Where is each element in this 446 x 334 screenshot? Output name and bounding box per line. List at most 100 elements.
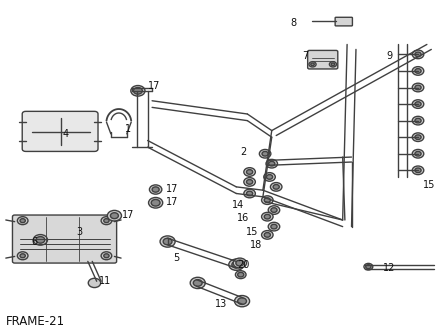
Circle shape — [244, 168, 256, 176]
Circle shape — [17, 252, 28, 260]
FancyBboxPatch shape — [22, 111, 98, 151]
Circle shape — [412, 149, 424, 158]
Circle shape — [107, 210, 121, 221]
Circle shape — [233, 258, 247, 268]
Text: 2: 2 — [240, 147, 246, 157]
Circle shape — [133, 88, 142, 94]
Text: FRAME-21: FRAME-21 — [6, 315, 65, 328]
Text: 18: 18 — [250, 240, 262, 250]
Circle shape — [244, 189, 256, 198]
Circle shape — [268, 161, 275, 166]
Circle shape — [193, 280, 202, 286]
Circle shape — [412, 133, 424, 142]
Circle shape — [259, 149, 271, 158]
Circle shape — [238, 272, 244, 277]
Text: 3: 3 — [76, 226, 82, 236]
Circle shape — [412, 116, 424, 125]
Circle shape — [415, 52, 421, 57]
Circle shape — [330, 62, 336, 67]
Circle shape — [415, 68, 421, 73]
Text: 5: 5 — [173, 253, 180, 263]
Circle shape — [232, 262, 241, 268]
FancyBboxPatch shape — [308, 50, 338, 69]
Circle shape — [412, 83, 424, 92]
Circle shape — [247, 191, 253, 196]
Circle shape — [17, 217, 28, 225]
Circle shape — [412, 166, 424, 175]
Circle shape — [331, 63, 334, 66]
Circle shape — [271, 224, 277, 229]
Text: 8: 8 — [291, 18, 297, 28]
Circle shape — [238, 298, 247, 305]
Circle shape — [415, 85, 421, 90]
Circle shape — [131, 86, 145, 96]
Circle shape — [261, 230, 273, 239]
Circle shape — [247, 170, 253, 174]
Circle shape — [20, 254, 25, 258]
Circle shape — [190, 277, 205, 289]
Circle shape — [309, 62, 316, 67]
Circle shape — [235, 271, 246, 279]
Circle shape — [262, 151, 268, 156]
Circle shape — [273, 185, 279, 189]
Circle shape — [264, 214, 270, 219]
Circle shape — [366, 265, 371, 269]
Circle shape — [247, 180, 253, 184]
Circle shape — [264, 232, 270, 237]
Circle shape — [101, 252, 112, 260]
FancyBboxPatch shape — [335, 17, 352, 26]
Circle shape — [415, 135, 421, 140]
Text: 16: 16 — [237, 213, 249, 223]
Circle shape — [229, 259, 244, 270]
Text: 12: 12 — [383, 263, 396, 273]
Circle shape — [261, 212, 273, 221]
Circle shape — [264, 173, 275, 181]
Circle shape — [364, 264, 373, 270]
Circle shape — [266, 159, 277, 168]
Circle shape — [268, 206, 280, 214]
Circle shape — [36, 236, 45, 243]
Circle shape — [266, 175, 273, 179]
Circle shape — [33, 234, 47, 245]
Circle shape — [111, 213, 118, 219]
Text: 11: 11 — [99, 276, 112, 286]
Text: 20: 20 — [237, 260, 249, 270]
Text: 15: 15 — [246, 226, 258, 236]
Circle shape — [163, 238, 172, 245]
Text: 14: 14 — [232, 200, 245, 210]
Circle shape — [271, 208, 277, 212]
Text: 4: 4 — [62, 129, 69, 139]
Circle shape — [268, 222, 280, 231]
Text: 15: 15 — [423, 180, 435, 190]
Circle shape — [104, 254, 109, 258]
Circle shape — [235, 296, 250, 307]
Text: 17: 17 — [148, 81, 161, 91]
Circle shape — [412, 100, 424, 108]
Circle shape — [160, 236, 175, 247]
Circle shape — [415, 151, 421, 156]
Text: 9: 9 — [386, 51, 392, 61]
Circle shape — [149, 197, 163, 208]
Circle shape — [415, 102, 421, 107]
Circle shape — [152, 187, 159, 192]
Text: 6: 6 — [32, 236, 38, 246]
FancyBboxPatch shape — [12, 215, 116, 263]
Circle shape — [104, 219, 109, 223]
Circle shape — [412, 67, 424, 75]
Text: 17: 17 — [166, 183, 178, 193]
Text: 17: 17 — [121, 210, 134, 220]
Circle shape — [270, 183, 282, 191]
Circle shape — [412, 50, 424, 59]
Text: 1: 1 — [124, 124, 131, 134]
Circle shape — [20, 219, 25, 223]
Circle shape — [149, 185, 162, 194]
Text: 7: 7 — [302, 51, 308, 61]
Circle shape — [311, 63, 314, 66]
Circle shape — [244, 178, 256, 186]
Circle shape — [261, 196, 273, 204]
Circle shape — [415, 168, 421, 173]
Text: 17: 17 — [166, 197, 178, 207]
Circle shape — [236, 260, 244, 266]
Circle shape — [101, 217, 112, 225]
Text: 13: 13 — [215, 300, 227, 310]
